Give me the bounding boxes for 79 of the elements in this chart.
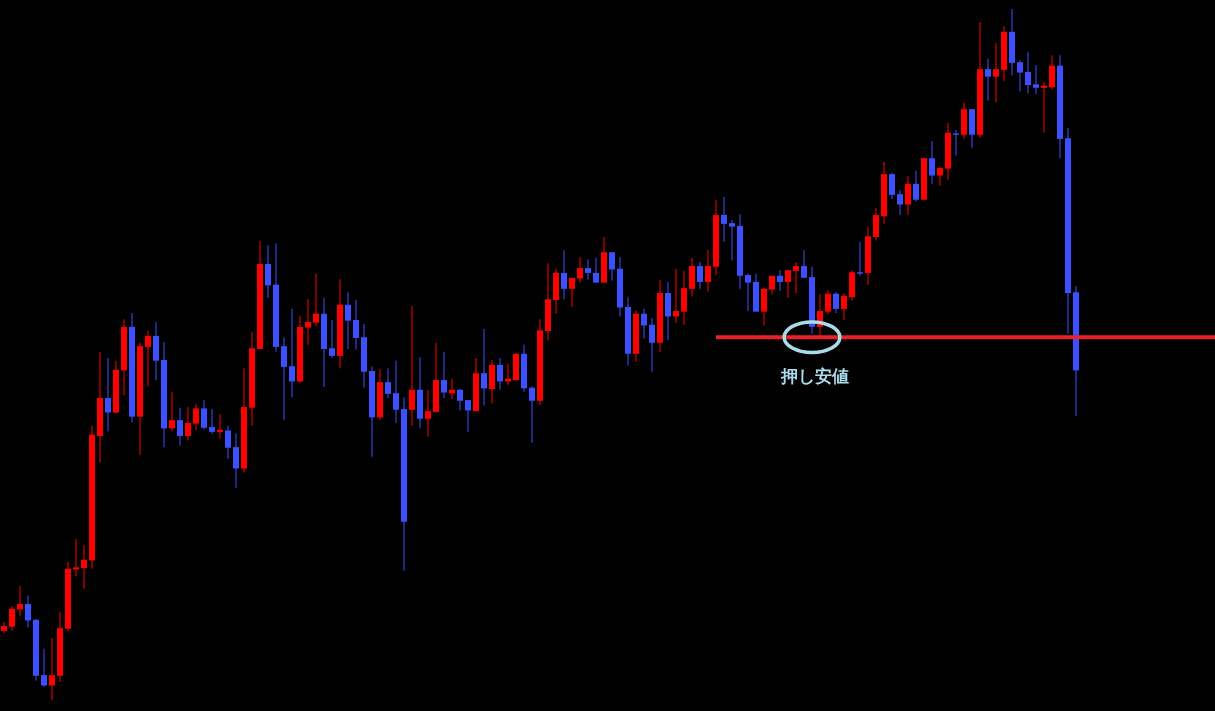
candlestick bbox=[905, 175, 911, 216]
candlestick bbox=[81, 544, 87, 590]
candlestick bbox=[649, 317, 655, 373]
candlestick bbox=[177, 407, 183, 447]
candlestick bbox=[593, 257, 599, 284]
candlestick bbox=[641, 308, 647, 340]
candlestick bbox=[425, 389, 431, 438]
candlestick bbox=[1041, 81, 1047, 134]
candlestick bbox=[833, 291, 839, 314]
candlestick bbox=[913, 170, 919, 203]
candlestick bbox=[193, 403, 199, 431]
candlestick bbox=[17, 585, 23, 617]
candlestick bbox=[729, 219, 735, 262]
candlestick bbox=[761, 286, 767, 326]
candlestick bbox=[577, 256, 583, 284]
candlestick bbox=[985, 58, 991, 102]
candlestick bbox=[289, 308, 295, 398]
candlestick bbox=[201, 399, 207, 430]
candlestick bbox=[689, 257, 695, 297]
candlestick bbox=[681, 270, 687, 326]
candlestick bbox=[937, 166, 943, 187]
candlestick bbox=[25, 595, 31, 628]
candlestick bbox=[609, 251, 615, 282]
candlestick bbox=[393, 360, 399, 424]
candlestick bbox=[1017, 59, 1023, 92]
candlestick bbox=[785, 269, 791, 299]
candlestick bbox=[73, 538, 79, 577]
candlestick bbox=[705, 249, 711, 293]
candlestick bbox=[953, 129, 959, 156]
candlestick bbox=[801, 249, 807, 279]
candlestick bbox=[777, 269, 783, 292]
candlestick bbox=[1, 621, 7, 634]
candlestick bbox=[281, 336, 287, 421]
candlestick bbox=[745, 273, 751, 312]
candlestick bbox=[1025, 51, 1031, 94]
candlestick bbox=[185, 406, 191, 441]
candlestick bbox=[793, 261, 799, 294]
candlestick bbox=[721, 196, 727, 243]
candlestick bbox=[385, 367, 391, 399]
candlestick bbox=[481, 328, 487, 407]
candlestick bbox=[1049, 54, 1055, 90]
candlestick bbox=[217, 413, 223, 440]
candlestick bbox=[225, 425, 231, 460]
candlestick bbox=[169, 391, 175, 432]
candlestick bbox=[929, 140, 935, 185]
candlestick bbox=[457, 388, 463, 411]
candlestick bbox=[329, 319, 335, 359]
candlestick bbox=[465, 399, 471, 433]
candlestick bbox=[9, 605, 15, 632]
candlestick bbox=[585, 258, 591, 281]
candlestick bbox=[873, 207, 879, 241]
candlestick bbox=[265, 244, 271, 299]
candlestick bbox=[305, 298, 311, 346]
candlestick bbox=[569, 277, 575, 308]
annotation: 押し安値 bbox=[780, 366, 849, 387]
candlestick bbox=[897, 189, 903, 216]
candlestick bbox=[825, 289, 831, 315]
candlestick bbox=[441, 351, 447, 399]
candlestick bbox=[49, 637, 55, 701]
candlestick bbox=[233, 432, 239, 489]
candlestick bbox=[529, 385, 535, 444]
candlestick bbox=[889, 172, 895, 200]
candlestick bbox=[353, 299, 359, 351]
candlestick bbox=[313, 273, 319, 327]
candlestick bbox=[345, 291, 351, 350]
candlestick bbox=[857, 241, 863, 277]
candlestick bbox=[41, 648, 47, 688]
candlestick bbox=[665, 281, 671, 341]
candlestick bbox=[497, 357, 503, 391]
candlestick bbox=[673, 268, 679, 324]
candlestick bbox=[561, 249, 567, 300]
candlestick bbox=[993, 42, 999, 103]
candlestick bbox=[1033, 64, 1039, 95]
candlestick bbox=[841, 292, 847, 321]
candlestick bbox=[145, 330, 151, 387]
candlestick bbox=[105, 357, 111, 432]
candlestick bbox=[697, 261, 703, 290]
candlestick bbox=[409, 305, 415, 427]
candlestick bbox=[209, 408, 215, 435]
